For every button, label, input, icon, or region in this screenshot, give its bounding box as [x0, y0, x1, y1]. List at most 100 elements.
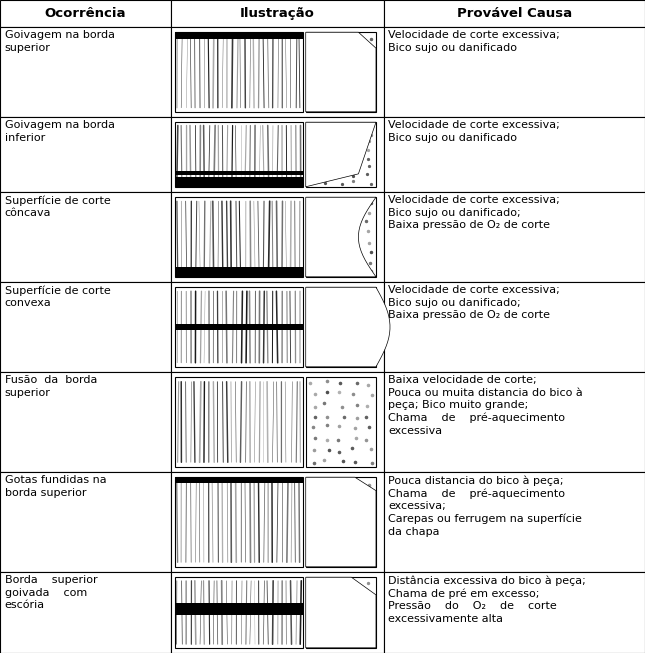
Point — [365, 556, 375, 567]
Point — [333, 584, 344, 594]
Text: Ocorrência: Ocorrência — [45, 7, 126, 20]
Point — [364, 422, 375, 433]
Point — [352, 619, 362, 629]
Bar — [306, 122, 376, 187]
Point — [334, 498, 344, 509]
Point — [307, 177, 317, 187]
Point — [351, 90, 361, 101]
Point — [337, 163, 347, 173]
Point — [366, 639, 377, 649]
Point — [366, 611, 376, 621]
Point — [310, 411, 321, 422]
Point — [338, 206, 348, 216]
Point — [305, 90, 315, 101]
Point — [322, 267, 332, 278]
Point — [348, 534, 359, 544]
Bar — [175, 577, 303, 648]
Point — [319, 489, 330, 500]
Text: Velocidade de corte excessiva;
Bico sujo ou danificado;
Baixa pressão de O₂ de c: Velocidade de corte excessiva; Bico sujo… — [388, 285, 560, 320]
Point — [310, 545, 320, 555]
Bar — [384, 0, 645, 27]
Point — [324, 239, 334, 249]
Bar — [175, 32, 303, 39]
Point — [324, 61, 334, 72]
Text: Baixa velocidade de corte;
Pouca ou muita distancia do bico à
peça; Bico muito g: Baixa velocidade de corte; Pouca ou muit… — [388, 375, 583, 436]
Point — [333, 509, 343, 520]
Point — [322, 596, 332, 606]
Point — [309, 155, 319, 165]
Bar — [384, 282, 645, 372]
Point — [320, 513, 330, 523]
Point — [308, 422, 318, 432]
Point — [348, 206, 359, 216]
Point — [334, 447, 344, 457]
Bar — [175, 477, 303, 567]
Bar — [306, 197, 376, 277]
Point — [306, 305, 317, 315]
Polygon shape — [306, 197, 376, 277]
Point — [335, 103, 346, 113]
Point — [337, 144, 347, 155]
Point — [338, 216, 348, 227]
Bar — [175, 377, 303, 467]
Text: Velocidade de corte excessiva;
Bico sujo ou danificado;
Baixa pressão de O₂ de c: Velocidade de corte excessiva; Bico sujo… — [388, 195, 560, 230]
Point — [364, 307, 375, 317]
Point — [305, 532, 315, 543]
Point — [322, 613, 333, 623]
Point — [337, 619, 347, 629]
Point — [322, 435, 333, 445]
Point — [308, 268, 318, 279]
Point — [324, 444, 335, 454]
Point — [337, 30, 347, 40]
Point — [322, 121, 332, 131]
Point — [335, 61, 346, 72]
Text: Superfície de corte
côncava: Superfície de corte côncava — [5, 195, 110, 218]
Bar — [175, 177, 303, 187]
Bar — [175, 171, 303, 175]
Polygon shape — [306, 32, 376, 112]
Point — [322, 225, 333, 235]
Point — [335, 131, 345, 141]
Point — [337, 637, 348, 647]
Point — [350, 422, 361, 433]
Point — [352, 247, 362, 257]
Point — [366, 444, 377, 454]
Point — [366, 500, 377, 510]
Point — [322, 249, 333, 259]
Point — [349, 196, 359, 206]
Point — [335, 489, 345, 500]
Point — [364, 479, 374, 490]
Point — [350, 154, 360, 165]
Point — [337, 523, 348, 534]
Point — [362, 72, 372, 82]
Point — [347, 443, 357, 454]
Point — [337, 402, 347, 412]
Point — [324, 533, 334, 543]
Text: Velocidade de corte excessiva;
Bico sujo ou danificado: Velocidade de corte excessiva; Bico sujo… — [388, 120, 560, 142]
Point — [322, 387, 333, 398]
Point — [322, 144, 333, 155]
Point — [348, 176, 359, 187]
Text: Superfície de corte
convexa: Superfície de corte convexa — [5, 285, 110, 308]
Point — [306, 208, 316, 218]
Point — [364, 522, 375, 532]
Point — [306, 258, 316, 268]
Bar — [384, 117, 645, 192]
Point — [352, 594, 362, 605]
Point — [352, 377, 362, 388]
Point — [361, 346, 372, 357]
Point — [364, 257, 375, 268]
Point — [366, 33, 377, 44]
Point — [338, 80, 348, 91]
Point — [309, 356, 319, 366]
Point — [324, 52, 334, 62]
Point — [307, 338, 317, 348]
Point — [335, 268, 346, 278]
Point — [366, 247, 376, 257]
Bar — [384, 472, 645, 572]
Point — [351, 42, 361, 53]
Point — [309, 475, 319, 486]
Point — [309, 602, 319, 613]
Point — [350, 296, 361, 307]
Bar — [175, 32, 303, 112]
